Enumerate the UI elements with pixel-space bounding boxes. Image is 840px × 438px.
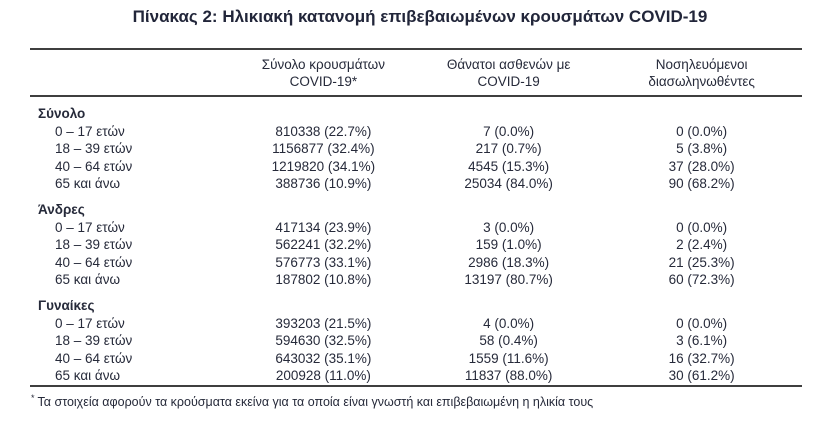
age-label: 40 – 64 ετών (55, 254, 133, 270)
age-label: 65 και άνω (55, 272, 121, 287)
age-label: 18 – 39 ετών (55, 237, 133, 252)
intubated-cell: 0 (0.0%) (676, 123, 728, 139)
footnote-marker: * (31, 393, 35, 403)
table-row: 18 – 39 ετών 562241 (32.2%) 159 (1.0%) 2… (30, 237, 802, 255)
section-label: Άνδρες (38, 202, 85, 217)
age-label: 40 – 64 ετών (55, 158, 133, 174)
page-title: Πίνακας 2: Ηλικιακή κατανομή επιβεβαιωμέ… (132, 7, 708, 26)
intubated-cell: 90 (68.2%) (668, 176, 735, 191)
deaths-cell: 25034 (84.0%) (464, 176, 553, 191)
cases-cell: 1219820 (34.1%) (271, 158, 376, 174)
age-label: 65 και άνω (30, 367, 231, 387)
table-row: 65 και άνω 200928 (11.0%) 11837 (88.0%) … (30, 367, 802, 387)
age-label: 0 – 17 ετών (55, 123, 125, 139)
intubated-cell: 30 (61.2%) (601, 367, 802, 387)
table-body: Σύνολο 0 – 17 ετών 810338 (22.7%) 7 (0.0… (30, 96, 802, 387)
header-cases-line1: Σύνολο κρουσμάτων (261, 57, 385, 72)
deaths-cell: 7 (0.0%) (483, 123, 535, 139)
footnote-text: Τα στοιχεία αφορούν τα κρούσματα εκείνα … (37, 395, 594, 410)
table-row: 0 – 17 ετών 810338 (22.7%) 7 (0.0%) 0 (0… (30, 123, 802, 141)
section-row-men: Άνδρες (30, 193, 802, 219)
intubated-cell: 60 (72.3%) (668, 272, 735, 287)
header-intubated-line1: Νοσηλευόμενοι (655, 57, 748, 72)
cases-cell: 1156877 (32.4%) (272, 141, 375, 156)
footnote: * Τα στοιχεία αφορούν τα κρούσματα εκείνα… (31, 391, 840, 410)
intubated-cell: 3 (6.1%) (676, 333, 728, 348)
cases-cell: 810338 (22.7%) (275, 123, 372, 139)
table-row: 40 – 64 ετών 1219820 (34.1%) 4545 (15.3%… (30, 158, 802, 176)
deaths-cell: 13197 (80.7%) (464, 272, 553, 287)
cases-cell: 200928 (11.0%) (230, 367, 416, 387)
deaths-cell: 3 (0.0%) (483, 219, 535, 235)
table-row: 18 – 39 ετών 1156877 (32.4%) 217 (0.7%) … (30, 141, 802, 159)
intubated-cell: 2 (2.4%) (676, 237, 728, 252)
header-deaths-line2: COVID-19 (477, 74, 540, 89)
table-row: 40 – 64 ετών 643032 (35.1%) 1559 (11.6%)… (30, 350, 802, 368)
table-container: Σύνολο κρουσμάτων COVID-19* Θάνατοι ασθε… (30, 48, 802, 387)
header-intubated-line2: διασωληνωθέντες (648, 74, 755, 89)
table-row: 40 – 64 ετών 576773 (33.1%) 2986 (18.3%)… (30, 254, 802, 272)
deaths-cell: 58 (0.4%) (479, 333, 538, 348)
header-empty-cell (30, 49, 231, 97)
deaths-cell: 2986 (18.3%) (468, 254, 550, 270)
intubated-cell: 0 (0.0%) (676, 219, 728, 235)
header-deaths: Θάνατοι ασθενών με COVID-19 (415, 49, 602, 97)
section-label: Σύνολο (38, 106, 86, 121)
section-row-women: Γυναίκες (30, 289, 802, 315)
cases-cell: 576773 (33.1%) (275, 254, 372, 270)
intubated-cell: 5 (3.8%) (676, 141, 728, 156)
table-header: Σύνολο κρουσμάτων COVID-19* Θάνατοι ασθε… (30, 49, 802, 97)
table-row: 0 – 17 ετών 417134 (23.9%) 3 (0.0%) 0 (0… (30, 219, 802, 237)
table-row: 18 – 39 ετών 594630 (32.5%) 58 (0.4%) 3 … (30, 333, 802, 351)
age-label: 18 – 39 ετών (55, 333, 133, 348)
cases-cell: 393203 (21.5%) (275, 315, 372, 331)
table-row: 65 και άνω 187802 (10.8%) 13197 (80.7%) … (30, 272, 802, 290)
table-row: 0 – 17 ετών 393203 (21.5%) 4 (0.0%) 0 (0… (30, 315, 802, 333)
covid-age-distribution-table: Σύνολο κρουσμάτων COVID-19* Θάνατοι ασθε… (30, 48, 802, 387)
section-label: Γυναίκες (38, 298, 95, 313)
age-label: 65 και άνω (55, 176, 121, 191)
section-row-total: Σύνολο (30, 96, 802, 123)
cases-cell: 562241 (32.2%) (275, 237, 372, 252)
cases-cell: 643032 (35.1%) (275, 350, 372, 366)
age-label: 40 – 64 ετών (55, 350, 133, 366)
deaths-cell: 4 (0.0%) (483, 315, 535, 331)
deaths-cell: 159 (1.0%) (475, 237, 542, 252)
cases-cell: 388736 (10.9%) (275, 176, 372, 191)
deaths-cell: 217 (0.7%) (475, 141, 542, 156)
header-cases: Σύνολο κρουσμάτων COVID-19* (230, 49, 416, 97)
age-label: 18 – 39 ετών (55, 141, 133, 156)
age-label: 0 – 17 ετών (55, 315, 125, 331)
intubated-cell: 16 (32.7%) (668, 350, 735, 366)
table-row: 65 και άνω 388736 (10.9%) 25034 (84.0%) … (30, 176, 802, 194)
age-label: 0 – 17 ετών (55, 219, 125, 235)
cases-cell: 417134 (23.9%) (275, 219, 372, 235)
cases-cell: 187802 (10.8%) (275, 272, 372, 287)
deaths-cell: 11837 (88.0%) (415, 367, 602, 387)
header-deaths-line1: Θάνατοι ασθενών με (446, 57, 571, 72)
deaths-cell: 1559 (11.6%) (468, 350, 549, 366)
header-cases-line2: COVID-19* (289, 74, 358, 89)
deaths-cell: 4545 (15.3%) (468, 158, 550, 174)
intubated-cell: 21 (25.3%) (668, 254, 735, 270)
header-intubated: Νοσηλευόμενοι διασωληνωθέντες (601, 49, 802, 97)
cases-cell: 594630 (32.5%) (275, 333, 372, 348)
intubated-cell: 37 (28.0%) (668, 158, 735, 174)
intubated-cell: 0 (0.0%) (676, 315, 728, 331)
